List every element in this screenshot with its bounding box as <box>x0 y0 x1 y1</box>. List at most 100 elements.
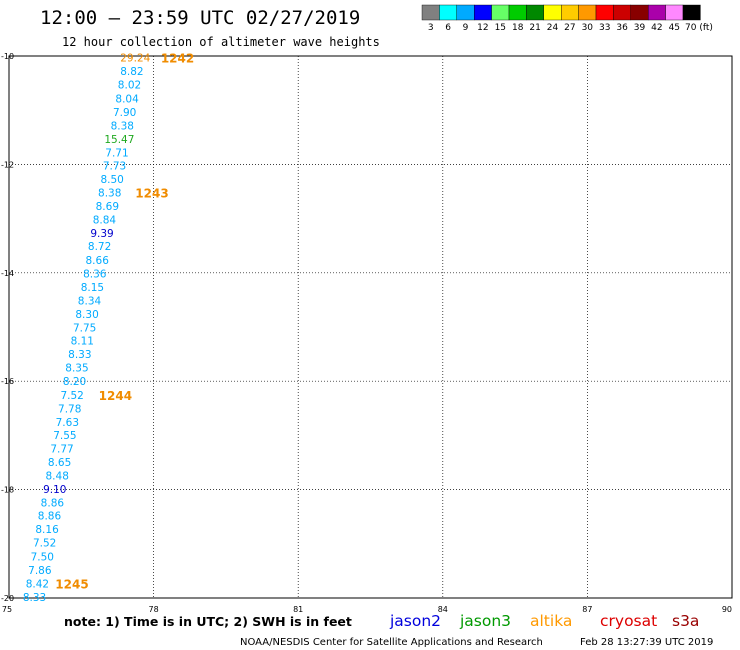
y-tick-label: -14 <box>1 269 14 278</box>
x-tick-label: 81 <box>293 605 303 614</box>
colorbar-swatch <box>474 4 492 21</box>
wave-height-point: 8.38 <box>98 188 121 200</box>
wave-height-point: 8.36 <box>83 268 107 280</box>
colorbar-label: 30 <box>582 23 594 33</box>
colorbar-swatch <box>526 4 545 21</box>
x-tick-label: 75 <box>2 605 12 614</box>
wave-height-point: 7.86 <box>28 565 52 577</box>
wave-height-point: 8.65 <box>48 457 71 469</box>
colorbar-swatch <box>456 4 475 21</box>
wave-height-point: 8.35 <box>65 363 88 375</box>
wave-height-point: 7.90 <box>113 107 136 119</box>
colorbar-label: 6 <box>445 23 451 33</box>
chart-title: 12:00 – 23:59 UTC 02/27/2019 <box>40 7 360 29</box>
wave-height-point: 8.72 <box>88 241 111 253</box>
wave-height-point: 7.71 <box>105 147 128 159</box>
x-tick-label: 90 <box>722 605 732 614</box>
wave-height-point: 8.33 <box>23 592 46 604</box>
plot-frame <box>8 55 733 599</box>
wave-height-point: 7.63 <box>56 417 79 429</box>
x-tick-label: 84 <box>438 605 448 614</box>
colorbar-label: 18 <box>512 23 524 33</box>
colorbar-label: 21 <box>529 23 540 33</box>
colorbar-swatch <box>543 4 562 21</box>
wave-height-point: 8.82 <box>120 66 143 78</box>
wave-height-point: 8.04 <box>115 93 139 105</box>
wave-height-point: 8.34 <box>78 295 102 307</box>
wave-height-point: 8.16 <box>35 524 59 536</box>
wave-height-point: 9.39 <box>90 228 113 240</box>
colorbar-swatch <box>421 4 440 21</box>
colorbar-swatch <box>648 4 666 21</box>
colorbar-swatch <box>595 4 614 21</box>
colorbar-label: 39 <box>634 23 646 33</box>
wave-height-point: 7.55 <box>53 430 76 442</box>
pass-number-label: 1242 <box>161 52 194 66</box>
wave-height-point: 8.86 <box>38 511 62 523</box>
wave-height-point: 8.38 <box>111 120 134 132</box>
y-tick-label: -20 <box>1 594 14 603</box>
y-tick-label: -12 <box>1 160 14 169</box>
colorbar-swatch <box>682 4 701 21</box>
colorbar-label: 33 <box>599 23 610 33</box>
wave-height-point: 8.42 <box>26 578 49 590</box>
wave-height-point: 7.77 <box>50 443 73 455</box>
colorbar-swatch <box>561 4 579 21</box>
y-tick-label: -18 <box>1 486 14 495</box>
y-tick-label: -10 <box>1 52 14 61</box>
wave-height-point: 7.50 <box>31 551 54 563</box>
wave-height-point: 7.73 <box>103 160 126 172</box>
colorbar-swatch <box>508 4 527 21</box>
pass-number-label: 1245 <box>55 577 88 591</box>
colorbar-legend: 3 6 9 12 15 18 21 24 27 30 33 36 39 42 45 70 (ft) <box>421 4 713 33</box>
x-tick-label: 87 <box>582 605 592 614</box>
plot-area: 75 78 81 84 87 90 -10 -12 -14 -16 -18 -20 29.248.82 8… <box>1 52 733 614</box>
wave-height-point: 8.20 <box>63 376 86 388</box>
pass-number-label: 1243 <box>135 187 168 201</box>
satellite-legend-jason3: jason3 <box>459 612 511 630</box>
wave-height-point: 7.52 <box>60 390 83 402</box>
colorbar-label: 36 <box>616 23 628 33</box>
satellite-legend: jason2 jason3 altika cryosat s3a <box>389 612 699 630</box>
wave-height-point: 9.10 <box>43 484 66 496</box>
colorbar-swatch <box>439 4 457 21</box>
colorbar-swatch <box>630 4 649 21</box>
colorbar-label: 9 <box>463 23 469 33</box>
colorbar-label: 45 <box>669 23 680 33</box>
satellite-legend-jason2: jason2 <box>389 612 441 630</box>
chart-subtitle: 12 hour collection of altimeter wave hei… <box>62 35 380 49</box>
wave-height-point: 8.84 <box>93 215 117 227</box>
wave-height-point: 8.33 <box>68 349 91 361</box>
footer-credit: NOAA/NESDIS Center for Satellite Applica… <box>240 637 543 648</box>
wave-height-point: 15.47 <box>104 134 134 146</box>
x-tick-label: 78 <box>149 605 159 614</box>
colorbar-swatch <box>613 4 632 21</box>
footer-timestamp: Feb 28 13:27:39 UTC 2019 <box>580 637 713 648</box>
colorbar-label: 24 <box>547 23 559 33</box>
wave-height-point: 8.69 <box>96 201 119 213</box>
wave-height-point: 8.11 <box>71 336 94 348</box>
colorbar-label: 15 <box>495 23 506 33</box>
satellite-legend-s3a: s3a <box>672 612 699 630</box>
wave-height-point: 7.52 <box>33 538 56 550</box>
footer-note: note: 1) Time is in UTC; 2) SWH is in fe… <box>64 614 352 629</box>
wave-height-point: 7.78 <box>58 403 81 415</box>
wave-height-point: 8.50 <box>100 174 123 186</box>
colorbar-label: 27 <box>564 23 575 33</box>
wave-height-point: 8.30 <box>75 309 98 321</box>
wave-height-point: 29.24 <box>120 53 150 65</box>
pass-number-label: 1244 <box>99 389 132 403</box>
colorbar-swatch <box>665 4 684 21</box>
colorbar-label: 70 (ft) <box>685 23 713 33</box>
colorbar-swatch <box>491 4 510 21</box>
satellite-legend-cryosat: cryosat <box>600 612 657 630</box>
y-tick-label: -16 <box>1 377 14 386</box>
wave-height-point: 8.48 <box>46 471 69 483</box>
satellite-legend-altika: altika <box>530 612 572 630</box>
wave-height-point: 8.86 <box>41 498 65 510</box>
wave-height-point: 8.02 <box>118 80 141 92</box>
wave-height-point: 8.66 <box>86 255 110 267</box>
wave-height-point: 8.15 <box>81 282 104 294</box>
wave-height-point: 7.75 <box>73 323 96 335</box>
